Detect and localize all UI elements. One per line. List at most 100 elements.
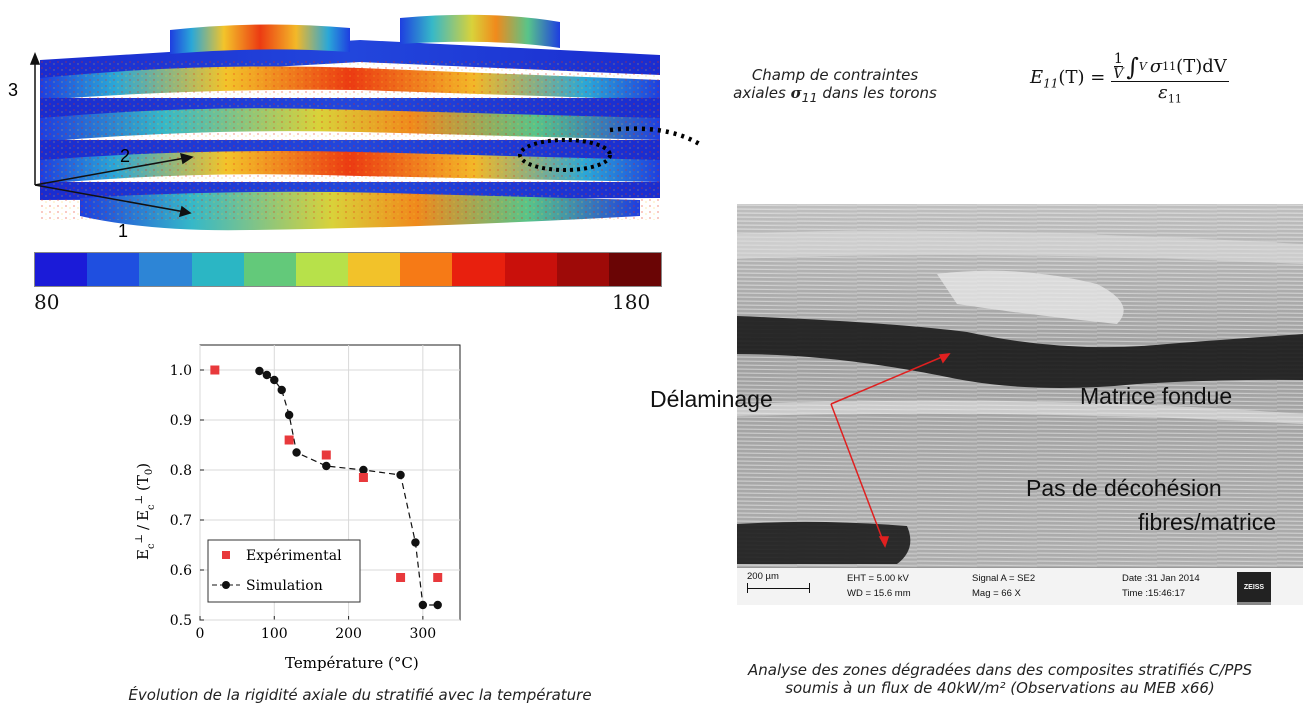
- formula-integral: ∫: [1126, 52, 1139, 81]
- date-value: Date :31 Jan 2014: [1122, 573, 1200, 584]
- simulation-point: [396, 470, 405, 480]
- axis-label-3: 3: [8, 80, 18, 100]
- simulation-point: [322, 461, 331, 471]
- y-axis-label: Ec⊥/Ec⊥(T0): [134, 463, 157, 560]
- tick-label-x: 0: [196, 626, 205, 642]
- experimental-point: [210, 365, 220, 375]
- grid: [199, 345, 460, 621]
- legend-label-sim: Simulation: [246, 578, 323, 594]
- caption-sigma-sub: 11: [801, 90, 818, 105]
- formula-lhs: E11(T) =: [1030, 67, 1106, 91]
- annotation-arrows: [830, 353, 951, 548]
- simulation-point: [284, 410, 294, 420]
- axis-label-1: 1: [118, 221, 128, 241]
- sem-caption-line2: soumis à un flux de 40kW/m² (Observation…: [785, 679, 1215, 697]
- y-axis-label-text: Ec⊥/Ec⊥(T0): [134, 463, 157, 560]
- colorbar-max: 180: [612, 290, 651, 314]
- colorbar-segment: [139, 253, 192, 286]
- sem-micrograph: [737, 204, 1303, 568]
- eht-value: EHT = 5.00 kV: [847, 573, 909, 584]
- label-pas-decohesion-2: fibres/matrice: [1138, 509, 1277, 535]
- experimental-point: [284, 435, 294, 445]
- sem-info-bar: 200 µm EHT = 5.00 kV WD = 15.6 mm Signal…: [737, 567, 1303, 605]
- colorbar-segment: [348, 253, 401, 286]
- colorbar-segment: [556, 253, 609, 286]
- stress-field-model: 3 2 1: [8, 14, 700, 241]
- data-marks: [210, 365, 443, 610]
- label-matrice-fondue: Matrice fondue: [1080, 383, 1233, 409]
- simulation-point: [270, 375, 279, 385]
- legend-label-exp: Expérimental: [246, 548, 342, 564]
- experimental-point: [321, 450, 331, 460]
- scalebar-label: 200 µm: [747, 571, 779, 582]
- scalebar-tick-right: [809, 583, 810, 593]
- simulation-point: [433, 600, 442, 610]
- axes-triad: [29, 51, 194, 218]
- tick-label-x: 300: [409, 626, 436, 642]
- tick-label-y: 0.9: [170, 413, 192, 429]
- colorbar-segment: [243, 253, 296, 286]
- legend-box: [207, 539, 361, 603]
- colorbar-segment: [608, 253, 662, 286]
- colorbar: [34, 252, 662, 287]
- colorbar-min: 80: [34, 290, 60, 314]
- simulation-point: [292, 448, 301, 457]
- formula-int-sub: V: [1138, 60, 1147, 73]
- tick-label-y: 0.7: [170, 513, 192, 529]
- time-value: Time :15:46:17: [1122, 588, 1186, 599]
- caption-post: dans les torons: [817, 84, 937, 102]
- stiffness-chart: 0 100 200 300 0.5 0.6 0.7 0.8 0.9 1.0 Température…: [134, 344, 461, 672]
- colorbar-segment: [504, 253, 557, 286]
- sem-caption-line1: Analyse des zones dégradées dans des com…: [747, 661, 1252, 679]
- zeiss-logo: ZEISS: [1237, 572, 1271, 605]
- label-pas-decohesion-1: Pas de décohésion: [1026, 475, 1222, 501]
- colorbar-segment: [452, 253, 505, 286]
- tick-label-y: 1.0: [170, 363, 192, 379]
- tick-label-x: 200: [335, 626, 362, 642]
- tick-label-y: 0.6: [170, 563, 192, 579]
- sem-caption: Analyse des zones dégradées dans des com…: [690, 661, 1310, 697]
- tick-label-y: 0.5: [170, 613, 192, 629]
- colorbar-segment: [295, 253, 349, 286]
- wd-value: WD = 15.6 mm: [847, 588, 911, 599]
- simulation-point: [359, 465, 368, 475]
- colorbar-segment: [191, 253, 244, 286]
- formula-sigma-sub: 11: [1162, 60, 1177, 73]
- x-axis-label: Température (°C): [285, 654, 419, 672]
- mag-value: Mag = 66 X: [972, 588, 1021, 599]
- scalebar-tick-left: [747, 583, 748, 593]
- model-caption-line2: axiales σ11 dans les torons: [730, 84, 940, 105]
- woven-layers: [40, 14, 660, 231]
- tick-labels: 0 100 200 300 0.5 0.6 0.7 0.8 0.9 1.0: [170, 363, 436, 642]
- simulation-point: [262, 370, 272, 380]
- caption-pre: axiales: [733, 84, 791, 102]
- legend-marker-sim: [222, 581, 230, 589]
- tick-label-y: 0.8: [170, 463, 192, 479]
- colorbar-segment: [400, 253, 453, 286]
- model-caption: Champ de contraintes axiales σ11 dans le…: [730, 66, 940, 105]
- experimental-point: [396, 573, 406, 582]
- formula-denominator: ε11: [1158, 82, 1182, 106]
- colorbar-segment: [87, 253, 140, 286]
- axis-label-2: 2: [120, 146, 130, 166]
- colorbar-segment: [35, 253, 88, 286]
- simulation-point: [255, 366, 264, 376]
- simulation-point: [277, 385, 286, 395]
- caption-sigma: σ: [790, 84, 802, 102]
- scalebar: [747, 588, 809, 589]
- tick-label-x: 100: [261, 626, 288, 642]
- simulation-point: [411, 538, 420, 547]
- chart-caption: Évolution de la rigidité axiale du strat…: [128, 686, 592, 704]
- signal-value: Signal A = SE2: [972, 573, 1036, 584]
- experimental-point: [358, 473, 368, 482]
- formula-sigma-arg: (T)dV: [1176, 56, 1227, 77]
- simulation-point: [418, 600, 428, 610]
- legend: Expérimental Simulation: [207, 539, 361, 603]
- experimental-point: [433, 573, 443, 582]
- legend-marker-exp: [222, 551, 230, 559]
